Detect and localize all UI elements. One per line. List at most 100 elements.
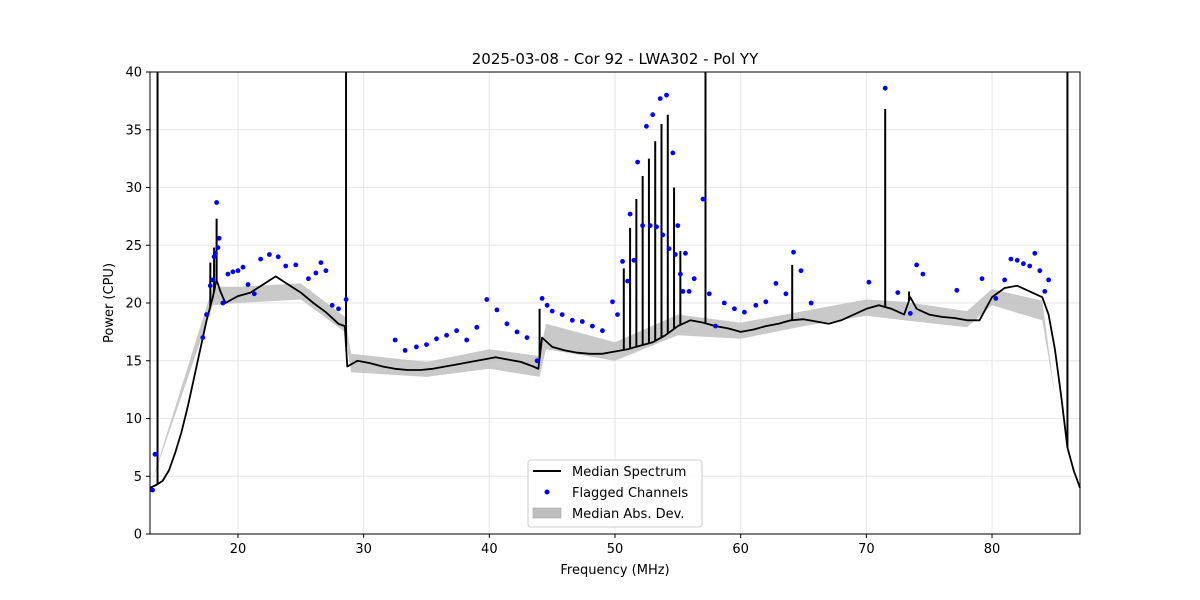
- flagged-channel-point: [700, 196, 706, 202]
- x-tick-label: 50: [607, 542, 624, 557]
- flagged-channel-point: [798, 268, 804, 274]
- flagged-channel-point: [504, 321, 510, 327]
- flagged-channel-point: [275, 254, 281, 260]
- flagged-channel-point: [559, 312, 565, 317]
- flagged-channel-point: [675, 223, 681, 229]
- flagged-channel-point: [672, 252, 678, 257]
- flagged-channel-point: [464, 337, 470, 343]
- y-tick-label: 15: [125, 354, 142, 369]
- x-axis-ticks: 20 30 40 50 60 70 80: [230, 534, 1001, 557]
- flagged-channel-point: [210, 277, 216, 283]
- flagged-channel-point: [706, 291, 712, 297]
- y-tick-label: 30: [125, 181, 142, 196]
- flagged-channel-point: [474, 324, 480, 330]
- x-tick-label: 70: [858, 542, 875, 557]
- flagged-channel-point: [1037, 268, 1043, 274]
- flagged-channel-point: [336, 306, 341, 312]
- flagged-channel-point: [549, 308, 555, 314]
- flagged-channel-point: [220, 300, 226, 306]
- flagged-channel-point: [635, 159, 640, 165]
- flagged-channel-point: [544, 302, 550, 308]
- flagged-channel-point: [343, 297, 349, 302]
- chart-title: 2025-03-08 - Cor 92 - LWA302 - Pol YY: [472, 50, 759, 68]
- flagged-channel-point: [200, 335, 206, 340]
- y-tick-label: 20: [125, 297, 142, 312]
- flagged-channel-point: [329, 302, 335, 308]
- flagged-channel-point: [1002, 277, 1007, 283]
- legend-band-marker: [532, 507, 562, 519]
- flagged-channel-point: [213, 250, 218, 256]
- flagged-channel-point: [414, 344, 419, 350]
- y-tick-label: 35: [125, 123, 142, 138]
- x-tick-label: 20: [230, 542, 247, 557]
- y-tick-label: 40: [125, 66, 142, 81]
- flagged-channel-point: [993, 296, 999, 301]
- flagged-channel-point: [225, 271, 231, 277]
- flagged-channel-point: [267, 252, 272, 257]
- flagged-channel-point: [534, 358, 540, 364]
- flagged-channel-point: [424, 342, 429, 347]
- flagged-channel-point: [657, 96, 663, 101]
- flagged-channel-point: [650, 112, 656, 118]
- flagged-channel-point: [514, 329, 520, 335]
- flagged-channel-point: [251, 291, 257, 297]
- y-axis-ticks: 0 5 10 15 20 25 30 35 40: [125, 66, 150, 543]
- flagged-channel-point: [907, 311, 913, 316]
- flagged-channel-point: [150, 487, 155, 493]
- x-tick-label: 30: [355, 542, 372, 557]
- flagged-channel-point: [283, 263, 289, 269]
- x-tick-label: 80: [984, 542, 1001, 557]
- flagged-channel-point: [680, 289, 686, 294]
- flagged-channel-point: [666, 246, 672, 252]
- flagged-channel-point: [569, 317, 575, 323]
- flagged-channel-point: [524, 335, 530, 340]
- flagged-channel-point: [683, 250, 688, 256]
- flagged-channel-point: [402, 348, 408, 353]
- x-axis-title: Frequency (MHz): [560, 563, 669, 578]
- legend-box: [527, 459, 703, 528]
- flagged-channel-point: [600, 328, 605, 334]
- x-tick-label: 60: [732, 542, 749, 557]
- flagged-channel-point: [664, 92, 669, 98]
- flagged-channel-point: [1046, 277, 1051, 283]
- mad-band: [150, 283, 1080, 488]
- flagged-channel-point: [579, 319, 585, 324]
- x-tick-label: 40: [481, 542, 498, 557]
- flagged-channel-point: [152, 451, 158, 457]
- flagged-channel-point: [610, 299, 615, 305]
- flagged-channel-point: [644, 123, 649, 129]
- flagged-channel-point: [979, 276, 985, 282]
- legend-label-mad: Median Abs. Dev.: [572, 507, 684, 522]
- flagged-channel-point: [207, 283, 213, 289]
- flagged-channel-point: [627, 211, 633, 217]
- flagged-channel-point: [895, 290, 901, 295]
- flagged-channel-point: [1021, 261, 1026, 267]
- flagged-channel-point: [625, 278, 630, 284]
- flagged-channel-point: [313, 270, 319, 276]
- flagged-channel-point: [882, 85, 888, 91]
- flagged-channel-point: [590, 323, 595, 329]
- flagged-channel-point: [323, 268, 329, 274]
- flagged-channel-point: [454, 328, 459, 334]
- flagged-channel-point: [215, 245, 221, 251]
- flagged-channel-point: [691, 276, 697, 282]
- flagged-channel-point: [1027, 263, 1033, 269]
- legend: Median Spectrum Flagged Channels Median …: [527, 459, 703, 528]
- legend-label-spectrum: Median Spectrum: [572, 465, 686, 480]
- flagged-channel-point: [670, 150, 676, 156]
- flagged-channel-point: [763, 299, 769, 305]
- flagged-channel-point: [914, 262, 919, 268]
- flagged-channel-point: [647, 223, 653, 229]
- legend-label-flagged: Flagged Channels: [572, 486, 688, 501]
- flagged-channel-point: [494, 307, 500, 313]
- flagged-channel-point: [204, 312, 210, 317]
- flagged-channel-point: [686, 289, 692, 294]
- y-axis-title: Power (CPU): [102, 263, 117, 343]
- legend-dot-marker: [544, 489, 550, 495]
- flagged-channel-point: [660, 232, 666, 238]
- flagged-channel-point: [615, 312, 620, 317]
- flagged-channel-point: [245, 282, 251, 287]
- flagged-channel-point: [1008, 256, 1014, 262]
